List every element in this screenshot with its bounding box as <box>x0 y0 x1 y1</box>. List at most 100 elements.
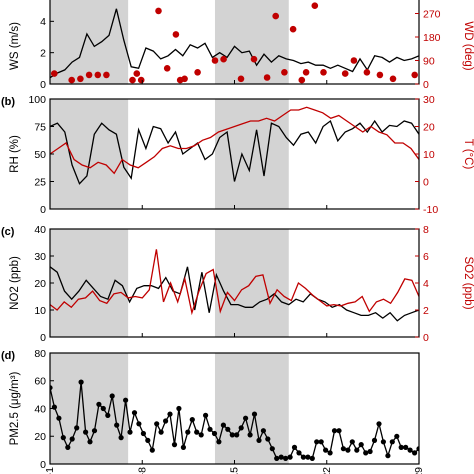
data-point <box>211 57 219 64</box>
left-tick-label: 75 <box>34 121 46 133</box>
right-tick-label: 6 <box>423 251 429 263</box>
data-point <box>129 76 136 84</box>
data-point <box>281 69 288 76</box>
data-point <box>194 69 201 76</box>
right-tick-label: 8 <box>423 224 429 236</box>
data-point <box>350 57 358 64</box>
data-point <box>349 439 355 445</box>
left-axis-label: PM2.5 (μg/m³) <box>9 371 21 445</box>
data-point <box>260 428 266 434</box>
left-tick-label: 50 <box>34 149 46 161</box>
data-point <box>131 410 138 416</box>
left-tick-label: 60 <box>34 376 46 388</box>
right-tick-label: 0 <box>423 79 429 91</box>
data-point <box>243 415 249 421</box>
right-tick-label: 0 <box>423 332 429 344</box>
data-point <box>127 429 133 435</box>
data-point <box>305 454 311 460</box>
data-point <box>172 31 180 38</box>
data-point <box>345 447 351 453</box>
data-point <box>77 75 84 83</box>
data-point <box>50 385 53 391</box>
data-point <box>274 455 280 461</box>
data-point <box>145 437 151 443</box>
right-tick-label: 20 <box>423 121 435 133</box>
data-point <box>198 432 204 438</box>
data-point <box>158 429 164 435</box>
left-tick-label: 0 <box>40 459 46 471</box>
left-tick-label: 2 <box>40 47 46 59</box>
left-tick-label: 4 <box>40 16 46 28</box>
data-point <box>412 450 418 456</box>
data-point <box>314 439 320 445</box>
right-tick-label: 30 <box>423 94 435 106</box>
data-point <box>296 450 302 456</box>
left-tick-label: 80 <box>34 348 46 360</box>
data-point <box>371 437 378 443</box>
data-point <box>389 439 395 445</box>
data-point <box>331 428 338 434</box>
data-point <box>251 411 258 417</box>
left-tick-label: 20 <box>34 278 46 290</box>
right-tick-label: 2 <box>423 305 429 317</box>
data-point <box>376 421 382 427</box>
data-point <box>185 429 191 435</box>
data-point <box>181 75 188 83</box>
left-tick-label: 30 <box>34 251 46 263</box>
right-axis-label: SO2 (ppb) <box>462 256 474 309</box>
left-tick-label: 0 <box>40 204 46 216</box>
left-tick-label: 0 <box>40 79 46 91</box>
shaded-period-2 <box>214 229 289 337</box>
panel-label: (c) <box>1 226 15 238</box>
data-point <box>250 55 258 63</box>
data-point <box>416 446 419 452</box>
data-point <box>269 446 275 452</box>
data-point <box>403 444 409 450</box>
data-point <box>376 71 384 79</box>
data-point <box>225 426 231 432</box>
data-point <box>237 75 245 83</box>
data-point <box>358 442 364 448</box>
data-point <box>103 71 110 79</box>
data-point <box>363 450 369 456</box>
right-tick-label: 10 <box>423 149 435 161</box>
data-point <box>65 444 71 450</box>
data-point <box>283 455 289 461</box>
data-point <box>85 71 93 79</box>
x-tick-label: 12-1 <box>44 467 56 474</box>
data-point <box>216 439 222 445</box>
data-point <box>287 454 293 460</box>
x-tick-label: 12-29 <box>413 467 425 474</box>
data-point <box>394 433 400 439</box>
right-tick-label: 270 <box>423 8 441 20</box>
data-point <box>105 412 111 418</box>
data-point <box>194 429 200 435</box>
data-point <box>367 448 373 455</box>
left-tick-label: 25 <box>34 176 46 188</box>
panel-no2-so2: 0 10 20 30 40 0 2 4 6 8 NO2 (ppb) SO2 (ppb) (c) <box>1 224 474 344</box>
data-point <box>207 426 213 432</box>
shaded-period-1 <box>50 353 129 464</box>
data-point <box>318 439 324 445</box>
data-point <box>302 69 310 76</box>
right-axis-label: WD (deg) <box>462 21 474 70</box>
panel-label: (b) <box>1 96 15 108</box>
data-point <box>411 71 419 79</box>
data-point <box>385 453 391 459</box>
data-point <box>96 401 102 407</box>
data-point <box>229 432 235 438</box>
data-point <box>78 379 84 385</box>
left-tick-label: 40 <box>34 403 46 415</box>
data-point <box>83 429 89 435</box>
panel-rh-temperature: 0 25 50 75 100 -10 0 10 20 30 RH (%) T (°C) (b) <box>1 94 474 216</box>
data-point <box>247 432 253 438</box>
right-tick-label: -10 <box>423 204 438 216</box>
data-point <box>51 70 58 77</box>
data-point <box>136 421 142 427</box>
right-tick-label: 180 <box>423 32 441 44</box>
data-point <box>291 444 298 450</box>
data-point <box>163 418 169 424</box>
data-point <box>256 437 262 443</box>
left-tick-label: 100 <box>28 94 46 106</box>
shaded-period-2 <box>214 353 289 464</box>
